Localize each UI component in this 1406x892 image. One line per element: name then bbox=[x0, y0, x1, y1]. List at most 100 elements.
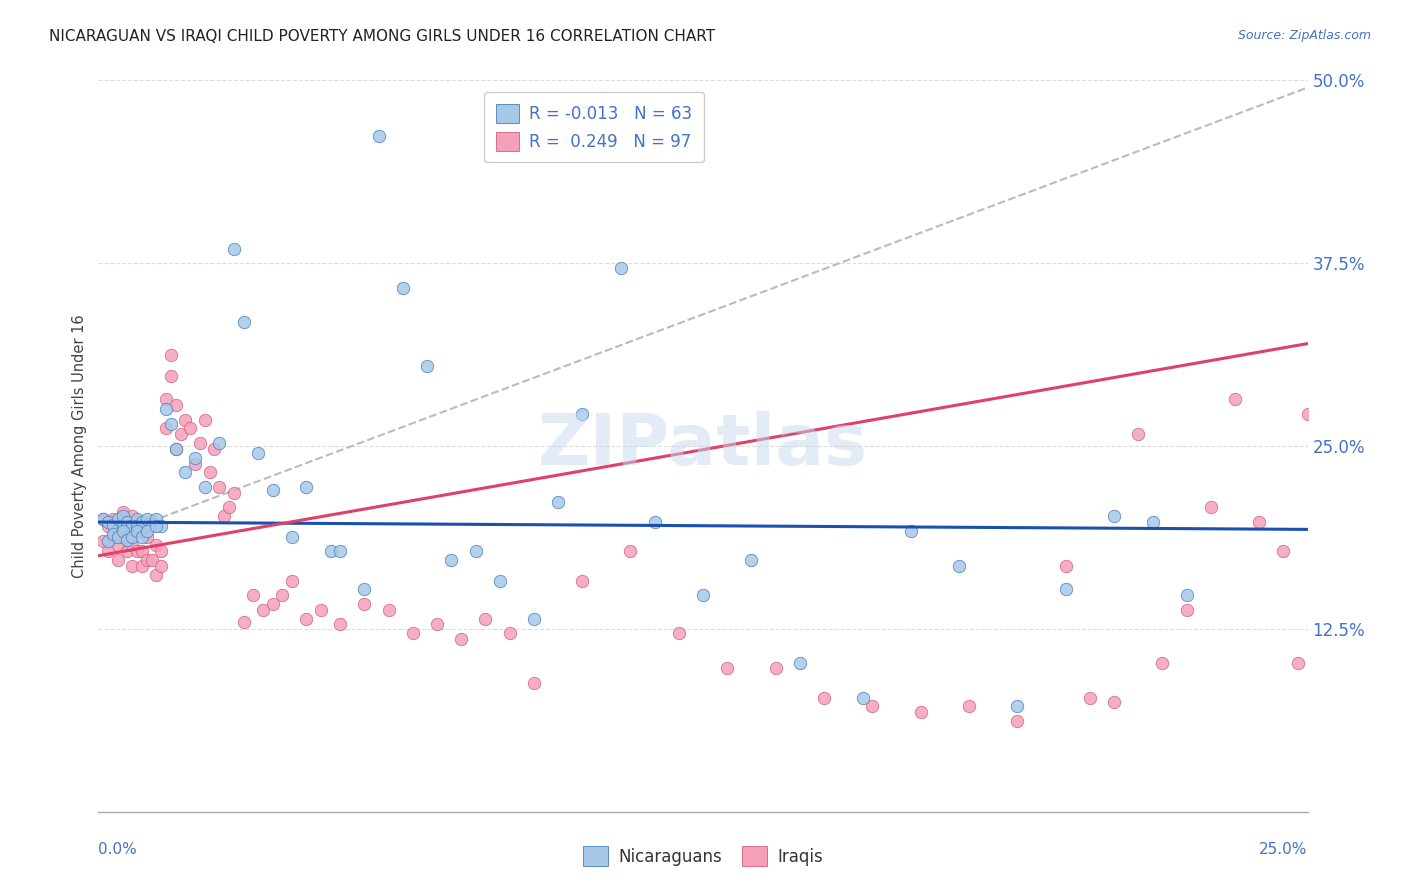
Point bbox=[571, 574, 593, 588]
Point bbox=[198, 466, 221, 480]
Point bbox=[111, 515, 134, 529]
Point bbox=[155, 402, 177, 417]
Point bbox=[1152, 656, 1174, 670]
Point bbox=[1249, 515, 1271, 529]
Point bbox=[860, 699, 883, 714]
Point bbox=[740, 553, 762, 567]
Point bbox=[117, 515, 139, 529]
Point bbox=[111, 505, 134, 519]
Point bbox=[117, 544, 139, 558]
Point bbox=[1128, 427, 1150, 442]
Point bbox=[319, 544, 342, 558]
Point bbox=[107, 539, 129, 553]
Point bbox=[184, 450, 207, 465]
Point bbox=[1175, 603, 1198, 617]
Point bbox=[813, 690, 835, 705]
Point bbox=[145, 539, 167, 553]
Point bbox=[489, 574, 512, 588]
Point bbox=[117, 515, 139, 529]
Point bbox=[131, 558, 153, 573]
Point bbox=[97, 544, 120, 558]
Point bbox=[97, 534, 120, 549]
Point bbox=[1272, 544, 1295, 558]
Point bbox=[179, 421, 201, 435]
Point bbox=[910, 705, 932, 719]
Point bbox=[368, 128, 391, 143]
Point bbox=[212, 509, 235, 524]
Point bbox=[107, 530, 129, 544]
Point bbox=[111, 524, 134, 538]
Point bbox=[377, 603, 399, 617]
Point bbox=[135, 530, 157, 544]
Point bbox=[1320, 544, 1343, 558]
Point bbox=[262, 597, 284, 611]
Point bbox=[208, 480, 231, 494]
Point bbox=[1078, 690, 1101, 705]
Point bbox=[1102, 695, 1125, 709]
Text: NICARAGUAN VS IRAQI CHILD POVERTY AMONG GIRLS UNDER 16 CORRELATION CHART: NICARAGUAN VS IRAQI CHILD POVERTY AMONG … bbox=[49, 29, 716, 44]
Point bbox=[111, 519, 134, 533]
Point bbox=[150, 558, 173, 573]
Point bbox=[188, 436, 211, 450]
Point bbox=[194, 412, 217, 426]
Point bbox=[160, 368, 183, 383]
Point bbox=[523, 612, 546, 626]
Point bbox=[523, 676, 546, 690]
Point bbox=[1306, 544, 1329, 558]
Point bbox=[295, 612, 318, 626]
Point bbox=[571, 407, 593, 421]
Point bbox=[208, 436, 231, 450]
Point bbox=[1054, 582, 1077, 597]
Point bbox=[1142, 515, 1164, 529]
Point bbox=[127, 519, 149, 533]
Point bbox=[426, 617, 449, 632]
Point bbox=[141, 519, 163, 533]
Point bbox=[1384, 515, 1406, 529]
Legend: Nicaraguans, Iraqis: Nicaraguans, Iraqis bbox=[576, 839, 830, 873]
Point bbox=[1223, 392, 1246, 407]
Point bbox=[281, 574, 304, 588]
Point bbox=[145, 512, 167, 526]
Text: 25.0%: 25.0% bbox=[1260, 842, 1308, 857]
Point bbox=[160, 417, 183, 431]
Point bbox=[91, 512, 114, 526]
Point bbox=[1007, 699, 1029, 714]
Point bbox=[107, 512, 129, 526]
Point bbox=[242, 588, 264, 602]
Point bbox=[117, 533, 139, 547]
Point bbox=[107, 524, 129, 538]
Point bbox=[121, 519, 143, 533]
Point bbox=[464, 544, 486, 558]
Point bbox=[121, 558, 143, 573]
Point bbox=[329, 544, 352, 558]
Point bbox=[155, 421, 177, 435]
Point bbox=[353, 597, 375, 611]
Point bbox=[402, 626, 425, 640]
Point bbox=[121, 509, 143, 524]
Point bbox=[1296, 407, 1319, 421]
Point bbox=[440, 553, 463, 567]
Point bbox=[97, 519, 120, 533]
Point bbox=[101, 512, 124, 526]
Point bbox=[135, 512, 157, 526]
Point bbox=[101, 530, 124, 544]
Point bbox=[852, 690, 875, 705]
Point bbox=[135, 524, 157, 538]
Point bbox=[107, 553, 129, 567]
Point bbox=[204, 442, 226, 456]
Point bbox=[232, 615, 254, 629]
Point bbox=[111, 530, 134, 544]
Point bbox=[900, 524, 922, 538]
Point bbox=[97, 515, 120, 529]
Point bbox=[789, 656, 811, 670]
Point bbox=[1336, 656, 1358, 670]
Point bbox=[174, 412, 197, 426]
Point bbox=[271, 588, 294, 602]
Point bbox=[155, 392, 177, 407]
Text: ZIPatlas: ZIPatlas bbox=[538, 411, 868, 481]
Point bbox=[716, 661, 738, 675]
Point bbox=[247, 446, 270, 460]
Point bbox=[416, 359, 439, 373]
Point bbox=[145, 567, 167, 582]
Point bbox=[1175, 588, 1198, 602]
